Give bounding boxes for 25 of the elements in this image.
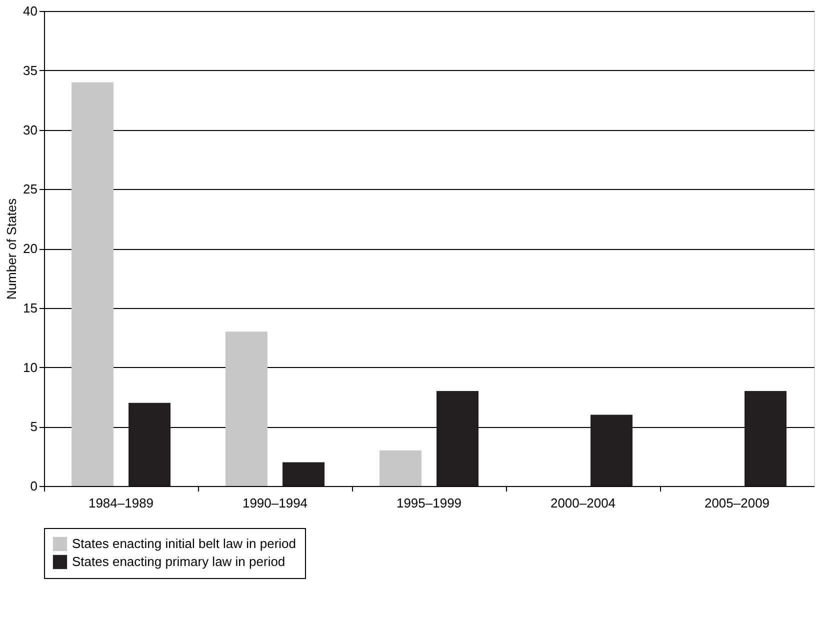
legend-label: States enacting primary law in period: [72, 554, 286, 569]
y-tick-label: 35: [23, 62, 38, 78]
y-tick-label: 15: [23, 300, 38, 316]
x-tick-label: 1995–1999: [396, 496, 462, 510]
y-tick-label: 5: [30, 419, 38, 434]
x-tick-label: 2005–2009: [704, 496, 770, 510]
bar: [379, 450, 422, 486]
bar: [282, 462, 325, 486]
legend-label: States enacting initial belt law in period: [72, 536, 296, 551]
x-tick-label: 1990–1994: [242, 496, 308, 510]
x-tick-label: 1984–1989: [88, 496, 154, 510]
bar: [225, 332, 268, 486]
bar: [744, 391, 787, 486]
y-axis-title: Number of States: [4, 198, 20, 300]
y-tick-label: 20: [23, 241, 38, 256]
y-tick-label: 30: [23, 122, 38, 138]
y-tick-label: 25: [23, 182, 38, 197]
bar: [71, 82, 114, 486]
bar: [436, 391, 479, 486]
x-tick-label: 2000–2004: [550, 496, 616, 510]
y-tick-label: 10: [23, 360, 38, 375]
y-tick-label: 0: [30, 478, 38, 494]
bar: [128, 402, 171, 486]
bar: [590, 414, 633, 486]
y-tick-label: 40: [23, 4, 38, 18]
